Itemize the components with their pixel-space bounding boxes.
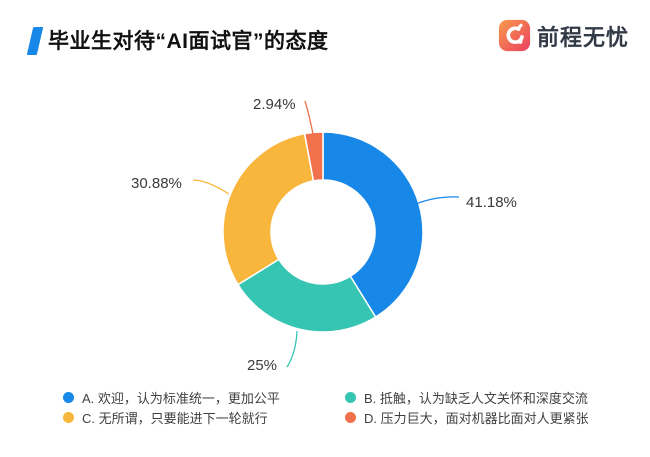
legend-item-c[interactable]: C. 无所谓，只要能进下一轮就行 [63,408,345,426]
legend-item-d[interactable]: D. 压力巨大，面对机器比面对人更紧张 [345,408,623,426]
legend-item-a[interactable]: A. 欢迎，认为标准统一，更加公平 [63,388,345,406]
donut-slices [222,131,424,333]
slice-label-a: 41.18% [466,194,517,211]
legend-dot-c [63,411,74,423]
legend-label-a: A. 欢迎，认为标准统一，更加公平 [82,390,280,406]
legend-label-d: D. 压力巨大，面对机器比面对人更紧张 [364,410,589,426]
legend-dot-d [345,411,356,423]
legend-dot-b [345,391,356,403]
leader-line-d [304,100,314,135]
page-title: 毕业生对待“AI面试官”的态度 [48,30,329,53]
logo: 前程无忧 [498,19,629,52]
logo-text: 前程无忧 [537,24,630,50]
51job-hand-icon [498,19,531,52]
leader-line-b [286,330,298,368]
donut-slice-c[interactable] [222,132,315,286]
chart-legend: A. 欢迎，认为标准统一，更加公平 B. 抵触，认为缺乏人文关怀和深度交流 C.… [63,388,623,426]
legend-label-c: C. 无所谓，只要能进下一轮就行 [82,410,268,426]
slice-label-b: 25% [247,357,278,374]
legend-dot-a [63,391,74,403]
donut-slice-a[interactable] [322,131,424,319]
leader-line-a [415,196,460,205]
donut-slice-b[interactable] [236,258,377,333]
legend-label-b: B. 抵触，认为缺乏人文关怀和深度交流 [364,390,588,406]
leader-line-c [192,179,230,195]
legend-item-b[interactable]: B. 抵触，认为缺乏人文关怀和深度交流 [345,388,623,406]
donut-slice-d[interactable] [303,131,324,182]
leader-lines [192,100,460,368]
slice-label-d: 2.94% [253,96,296,113]
slice-label-c: 30.88% [131,175,182,192]
